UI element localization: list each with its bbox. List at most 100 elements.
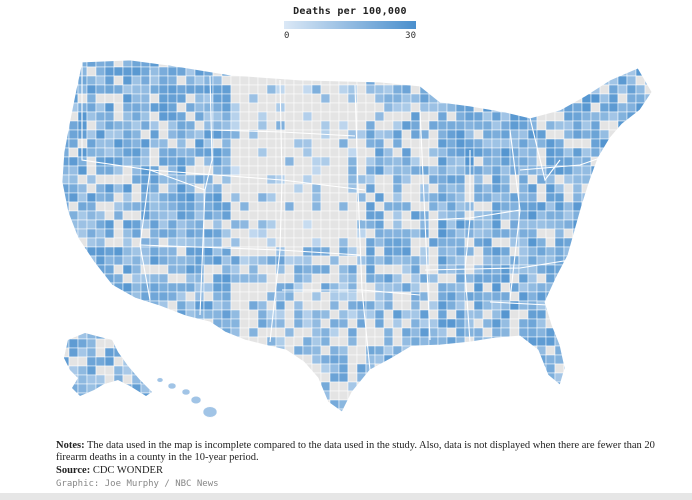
county-cell <box>62 93 70 104</box>
county-cell <box>644 84 652 95</box>
county-cell <box>374 120 385 131</box>
county-cell <box>473 246 484 257</box>
county-cell <box>257 318 268 329</box>
county-cell <box>329 84 340 95</box>
county-cell <box>329 111 340 122</box>
county-cell <box>536 210 547 221</box>
county-cell <box>62 372 70 383</box>
county-cell <box>545 273 556 284</box>
county-cell <box>122 392 133 396</box>
county-cell <box>401 309 412 320</box>
county-cell <box>617 390 628 401</box>
county-cell <box>302 273 313 284</box>
county-cell <box>581 300 592 311</box>
county-cell <box>113 75 124 86</box>
county-cell <box>95 60 106 68</box>
county-cell <box>572 60 583 68</box>
county-cell <box>482 201 493 212</box>
county-cell <box>563 147 574 158</box>
county-cell <box>275 201 286 212</box>
county-cell <box>95 183 106 194</box>
county-cell <box>374 183 385 194</box>
county-cell <box>347 228 358 239</box>
county-cell <box>266 228 277 239</box>
county-cell <box>437 84 448 95</box>
county-cell <box>518 93 529 104</box>
county-cell <box>185 147 196 158</box>
county-cell <box>68 399 79 410</box>
county-cell <box>122 192 133 203</box>
county-cell <box>149 345 160 356</box>
county-cell <box>554 300 565 311</box>
county-cell <box>77 399 88 410</box>
county-cell <box>140 138 151 149</box>
county-cell <box>365 264 376 275</box>
county-cell <box>572 264 583 275</box>
county-cell <box>392 165 403 176</box>
county-cell <box>62 102 70 113</box>
county-cell <box>410 246 421 257</box>
county-cell <box>194 363 205 374</box>
county-cell <box>590 147 601 158</box>
county-cell <box>635 237 646 248</box>
county-cell <box>248 309 259 320</box>
county-cell <box>383 165 394 176</box>
county-cell <box>347 273 358 284</box>
county-cell <box>635 273 646 284</box>
county-cell <box>64 383 70 394</box>
county-cell <box>203 309 214 320</box>
county-cell <box>473 210 484 221</box>
county-cell <box>446 363 457 374</box>
county-cell <box>491 282 502 293</box>
county-cell <box>266 255 277 266</box>
county-cell <box>545 219 556 230</box>
county-cell <box>86 147 97 158</box>
county-cell <box>572 174 583 185</box>
county-cell <box>167 390 178 401</box>
county-cell <box>383 84 394 95</box>
county-cell <box>311 318 322 329</box>
county-cell <box>86 228 97 239</box>
county-cell <box>131 365 142 376</box>
county-cell <box>536 237 547 248</box>
county-cell <box>221 138 232 149</box>
county-cell <box>437 291 448 302</box>
county-cell <box>527 408 538 412</box>
county-cell <box>212 219 223 230</box>
county-cell <box>140 183 151 194</box>
county-cell <box>302 300 313 311</box>
county-cell <box>347 210 358 221</box>
county-cell <box>644 327 652 338</box>
county-cell <box>401 282 412 293</box>
county-cell <box>644 66 652 77</box>
county-cell <box>149 383 152 394</box>
county-cell <box>68 66 79 77</box>
county-cell <box>635 192 646 203</box>
county-cell <box>95 383 106 394</box>
county-cell <box>518 309 529 320</box>
county-cell <box>320 354 331 365</box>
county-cell <box>365 111 376 122</box>
county-cell <box>545 129 556 140</box>
county-cell <box>122 345 133 356</box>
county-cell <box>365 327 376 338</box>
county-cell <box>654 58 663 67</box>
county-cell <box>266 60 277 68</box>
county-cell <box>581 354 592 365</box>
county-cell <box>230 372 241 383</box>
county-cell <box>212 309 223 320</box>
county-cell <box>554 201 565 212</box>
county-cell <box>68 147 79 158</box>
county-cell <box>320 66 331 77</box>
county-cell <box>104 392 115 396</box>
county-cell <box>212 84 223 95</box>
county-cell <box>203 264 214 275</box>
county-cell <box>536 291 547 302</box>
county-cell <box>572 408 583 412</box>
county-cell <box>302 336 313 347</box>
county-cell <box>509 273 520 284</box>
county-cell <box>626 408 637 412</box>
county-cell <box>257 228 268 239</box>
county-cell <box>311 210 322 221</box>
county-cell <box>491 327 502 338</box>
